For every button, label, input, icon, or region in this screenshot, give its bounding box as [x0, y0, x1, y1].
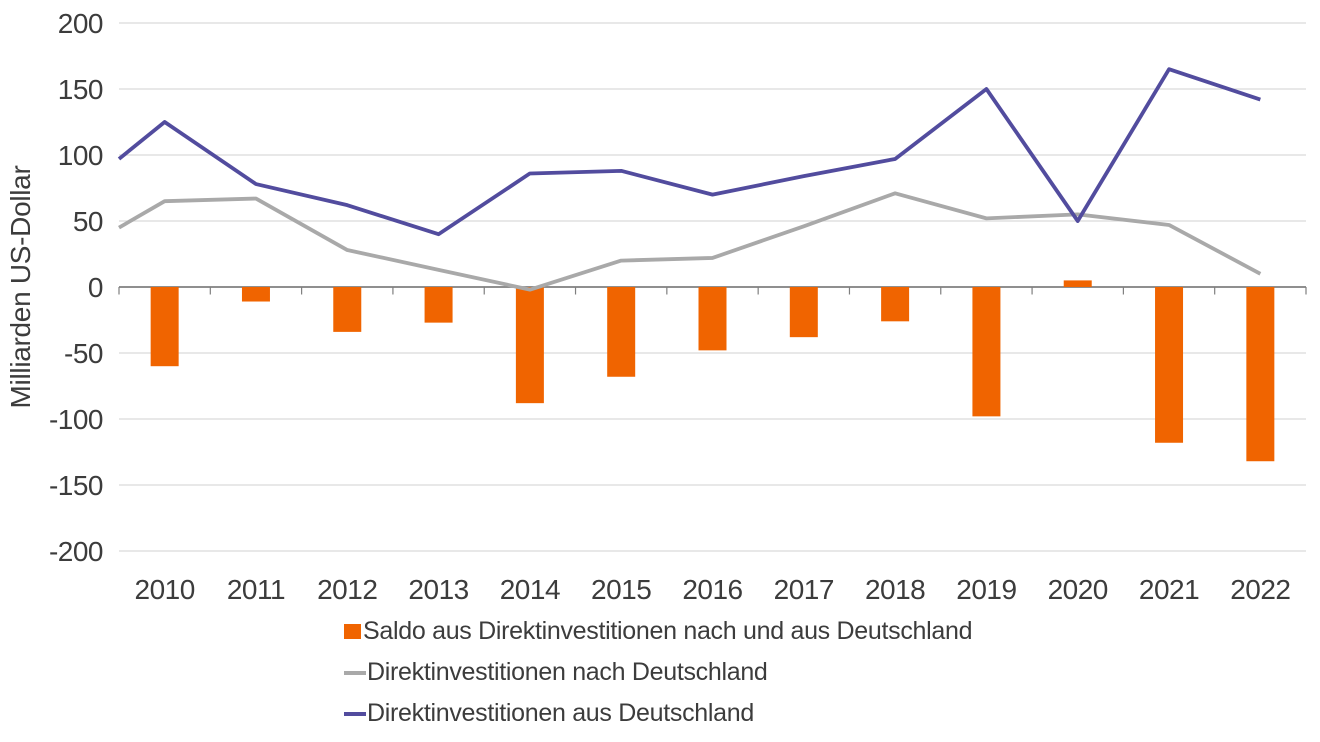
legend-line-swatch-icon: [344, 711, 366, 716]
x-tick-label: 2010: [135, 574, 195, 605]
y-tick-label: -100: [49, 404, 103, 435]
y-tick-label: -50: [64, 338, 103, 369]
y-tick-label: 100: [58, 140, 103, 171]
bar-2022: [1246, 287, 1275, 462]
x-tick-label: 2014: [500, 574, 560, 605]
legend-item-aus-deutschland: Direktinvestitionen aus Deutschland: [344, 693, 972, 734]
bar-2015: [607, 287, 636, 377]
y-tick-label: 50: [73, 206, 103, 237]
x-tick-label: 2011: [227, 574, 285, 605]
line-series-aus-deutschland: [117, 67, 1261, 237]
chart-legend: Saldo aus Direktinvestitionen nach und a…: [344, 611, 973, 734]
y-tick-label: -200: [49, 536, 103, 567]
x-tick-label: 2012: [317, 574, 377, 605]
bar-2010: [150, 287, 179, 367]
x-tick-label: 2020: [1048, 574, 1108, 605]
bar-2018: [881, 287, 910, 322]
x-tick-label: 2016: [682, 574, 742, 605]
x-tick-label: 2021: [1139, 574, 1199, 605]
y-tick-label: 0: [88, 272, 103, 303]
legend-item-nach-deutschland: Direktinvestitionen nach Deutschland: [344, 652, 972, 693]
bar-2020: [1063, 280, 1092, 287]
legend-label-saldo: Saldo aus Direktinvestitionen nach und a…: [363, 617, 973, 645]
legend-label-aus-deutschland: Direktinvestitionen aus Deutschland: [367, 699, 754, 727]
x-tick-label: 2015: [591, 574, 651, 605]
y-tick-label: -150: [49, 470, 103, 501]
bar-2021: [1155, 287, 1184, 443]
x-tick-label: 2018: [865, 574, 925, 605]
legend-label-nach-deutschland: Direktinvestitionen nach Deutschland: [367, 658, 768, 686]
legend-item-saldo: Saldo aus Direktinvestitionen nach und a…: [344, 611, 973, 652]
bar-2014: [515, 287, 544, 404]
x-tick-label: 2017: [774, 574, 834, 605]
bar-2013: [424, 287, 453, 323]
bar-2016: [698, 287, 727, 351]
x-tick-label: 2013: [408, 574, 468, 605]
line-series-nach-deutschland: [118, 191, 1262, 292]
x-tick-label: 2022: [1230, 574, 1290, 605]
x-tick-label: 2019: [956, 574, 1016, 605]
bar-2012: [333, 287, 362, 332]
y-tick-label: 150: [58, 74, 103, 105]
legend-bar-swatch-icon: [344, 624, 361, 639]
bar-2011: [241, 287, 270, 302]
legend-line-swatch-icon: [344, 670, 366, 675]
y-axis-title: Milliarden US-Dollar: [5, 166, 36, 409]
bar-2017: [789, 287, 818, 338]
bar-2019: [972, 287, 1001, 417]
y-tick-label: 200: [58, 8, 103, 39]
